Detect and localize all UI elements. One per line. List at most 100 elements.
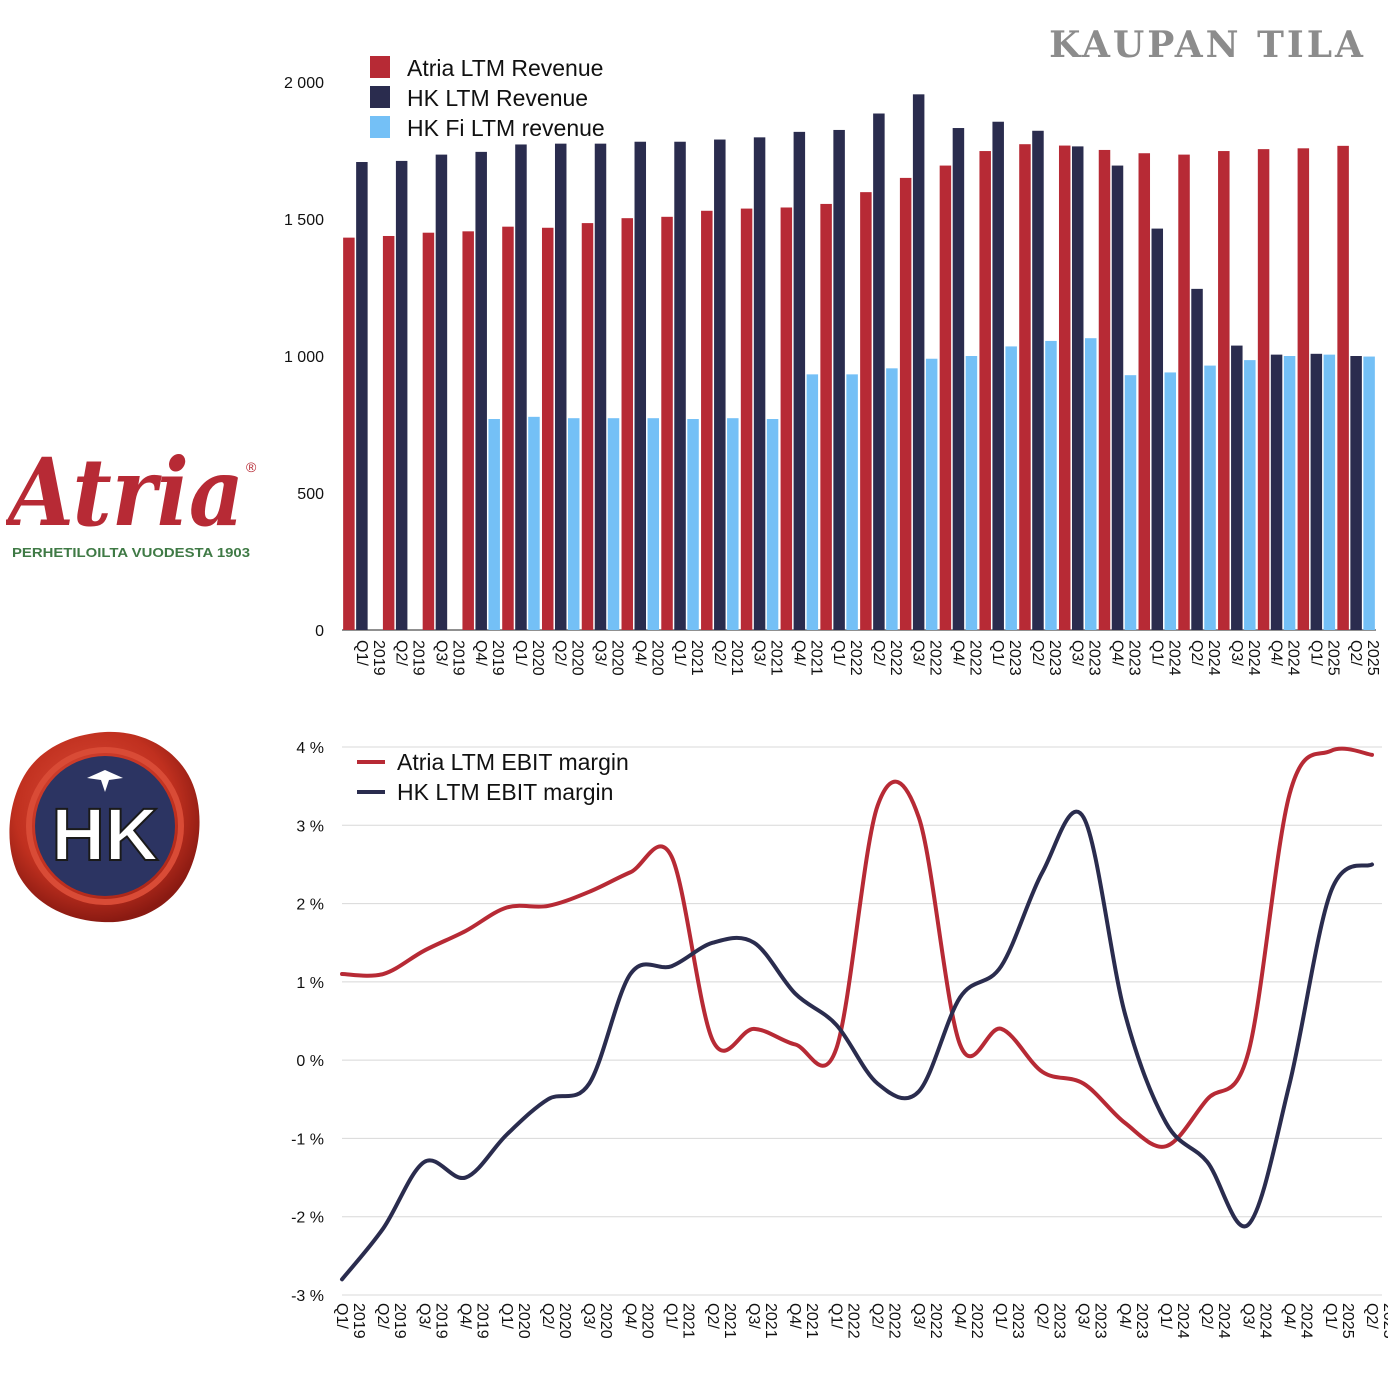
bar-legend-swatch <box>370 56 390 78</box>
bar-atria-ltm-revenue <box>701 210 713 630</box>
bar-x-tick-label: Q1/2019 <box>353 640 387 676</box>
bar-x-tick-label-year: 2024 <box>1245 640 1262 676</box>
bar-y-tick-label: 1 500 <box>284 212 324 229</box>
bar-x-tick-label: Q2/2020 <box>552 640 586 676</box>
bar-hk-fi-ltm-revenue <box>1124 375 1137 630</box>
line-x-tick-label: Q1/2020 <box>498 1303 532 1339</box>
bar-y-tick-label: 500 <box>297 486 324 503</box>
line-x-tick-label: Q2/2023 <box>1033 1303 1067 1339</box>
bar-atria-ltm-revenue <box>581 223 594 631</box>
bar-atria-ltm-revenue <box>1019 144 1031 630</box>
bar-hk-ltm-revenue <box>1191 288 1203 630</box>
bar-x-tick-label: Q2/2019 <box>393 640 427 676</box>
line-x-tick-label-quarter: Q2/ <box>374 1303 391 1329</box>
bar-atria-ltm-revenue <box>621 218 634 631</box>
bar-hk-ltm-revenue <box>833 129 845 630</box>
bar-x-tick-label: Q2/2021 <box>711 640 745 676</box>
atria-logo: Atria ® PERHETILOILTA VUODESTA 1903 <box>6 438 257 560</box>
line-x-tick-label-year: 2021 <box>721 1303 738 1339</box>
bar-x-tick-label-year: 2021 <box>688 640 705 676</box>
line-x-tick-label-year: 2023 <box>1009 1303 1026 1339</box>
bar-x-tick-label-year: 2023 <box>1126 640 1143 676</box>
bar-hk-fi-ltm-revenue <box>1323 354 1336 630</box>
line-x-tick-label: Q4/2021 <box>786 1303 820 1339</box>
line-x-tick-label-year: 2022 <box>927 1303 944 1339</box>
bar-hk-fi-ltm-revenue <box>1283 356 1296 630</box>
bar-atria-ltm-revenue <box>541 227 554 630</box>
line-x-tick-label-quarter: Q2/ <box>1033 1303 1050 1329</box>
bar-hk-ltm-revenue <box>554 143 567 630</box>
line-y-tick-label: -2 % <box>291 1210 324 1227</box>
bar-hk-fi-ltm-revenue <box>1084 338 1097 630</box>
bar-x-tick-label-quarter: Q1/ <box>512 640 529 666</box>
bar-atria-ltm-revenue <box>860 192 872 630</box>
line-x-tick-label: Q1/2025 <box>1322 1303 1356 1339</box>
line-hk-ltm-ebit-margin <box>340 809 1374 1282</box>
bar-hk-fi-ltm-revenue <box>607 418 620 630</box>
bar-y-tick-label: 1 000 <box>284 349 324 366</box>
bar-hk-ltm-revenue <box>1032 130 1044 630</box>
line-legend-label: Atria LTM EBIT margin <box>397 749 629 775</box>
bar-atria-ltm-revenue <box>1178 154 1190 631</box>
line-y-tick-label: 0 % <box>296 1053 324 1070</box>
bar-atria-ltm-revenue <box>899 177 912 630</box>
bar-x-tick-label: Q4/2021 <box>790 640 824 676</box>
line-x-tick-label-quarter: Q1/ <box>333 1303 350 1329</box>
bar-x-tick-label-quarter: Q4/ <box>631 640 648 666</box>
bar-x-tick-label-quarter: Q4/ <box>1268 640 1285 666</box>
bar-x-tick-label: Q4/2023 <box>1109 640 1143 676</box>
bar-hk-fi-ltm-revenue <box>1005 346 1017 630</box>
line-x-tick-label-year: 2019 <box>391 1303 408 1339</box>
line-x-tick-label: Q3/2023 <box>1075 1303 1109 1339</box>
line-x-tick-label-year: 2024 <box>1298 1303 1315 1339</box>
bar-x-tick-label: Q2/2025 <box>1347 640 1381 676</box>
bar-x-tick-label-year: 2022 <box>847 640 864 676</box>
bar-x-tick-label-year: 2024 <box>1205 640 1222 676</box>
line-x-tick-label: Q4/2023 <box>1116 1303 1150 1339</box>
line-x-tick-label-quarter: Q4/ <box>951 1303 968 1329</box>
bar-atria-ltm-revenue <box>1257 149 1270 630</box>
line-x-tick-label-year: 2020 <box>515 1303 532 1339</box>
line-x-tick-label-quarter: Q3/ <box>745 1303 762 1329</box>
bar-x-tick-label-quarter: Q2/ <box>552 640 569 666</box>
line-x-tick-label: Q4/2019 <box>457 1303 491 1339</box>
bar-hk-ltm-revenue <box>1151 228 1164 630</box>
bar-x-tick-label: Q2/2023 <box>1029 640 1063 676</box>
line-x-tick-label-quarter: Q1/ <box>992 1303 1009 1329</box>
bar-x-tick-label-year: 2023 <box>1046 640 1063 676</box>
bar-atria-ltm-revenue <box>661 216 673 631</box>
line-x-tick-label-quarter: Q2/ <box>869 1303 886 1329</box>
bar-x-tick-label: Q1/2023 <box>989 640 1023 676</box>
bar-hk-ltm-revenue <box>1350 356 1362 630</box>
line-x-tick-label-year: 2023 <box>1133 1303 1150 1339</box>
line-x-tick-label: Q2/2021 <box>704 1303 738 1339</box>
bar-atria-ltm-revenue <box>1337 145 1349 631</box>
bar-legend-swatch <box>370 86 390 108</box>
bar-hk-ltm-revenue <box>395 160 408 631</box>
bar-atria-ltm-revenue <box>740 208 753 630</box>
bar-x-tick-label-quarter: Q4/ <box>472 640 489 666</box>
line-x-tick-label-year: 2021 <box>680 1303 697 1339</box>
line-x-tick-label: Q2/2025 <box>1363 1303 1388 1339</box>
bar-x-tick-label-year: 2024 <box>1165 640 1182 676</box>
line-x-tick-label: Q3/2022 <box>910 1303 944 1339</box>
bar-hk-fi-ltm-revenue <box>528 416 540 630</box>
line-x-tick-label-year: 2024 <box>1256 1303 1273 1339</box>
bar-legend-swatch <box>370 116 390 138</box>
line-x-tick-label: Q3/2019 <box>415 1303 449 1339</box>
bar-hk-fi-ltm-revenue <box>647 418 660 630</box>
bar-x-tick-label-year: 2022 <box>966 640 983 676</box>
line-atria-ltm-ebit-margin <box>340 746 1374 1149</box>
line-x-tick-label-quarter: Q1/ <box>827 1303 844 1329</box>
bar-x-tick-label-quarter: Q1/ <box>671 640 688 666</box>
bar-x-tick-label-quarter: Q2/ <box>393 640 410 666</box>
bar-hk-fi-ltm-revenue <box>886 368 898 630</box>
bar-x-tick-label-quarter: Q2/ <box>870 640 887 666</box>
bar-atria-ltm-revenue <box>502 226 514 630</box>
bar-hk-ltm-revenue <box>1111 165 1124 630</box>
bar-hk-ltm-revenue <box>714 139 726 631</box>
line-x-tick-label-year: 2021 <box>803 1303 820 1339</box>
bar-x-tick-label: Q4/2022 <box>949 640 983 676</box>
bar-x-tick-label: Q3/2023 <box>1069 640 1103 676</box>
line-x-tick-label-quarter: Q3/ <box>910 1303 927 1329</box>
